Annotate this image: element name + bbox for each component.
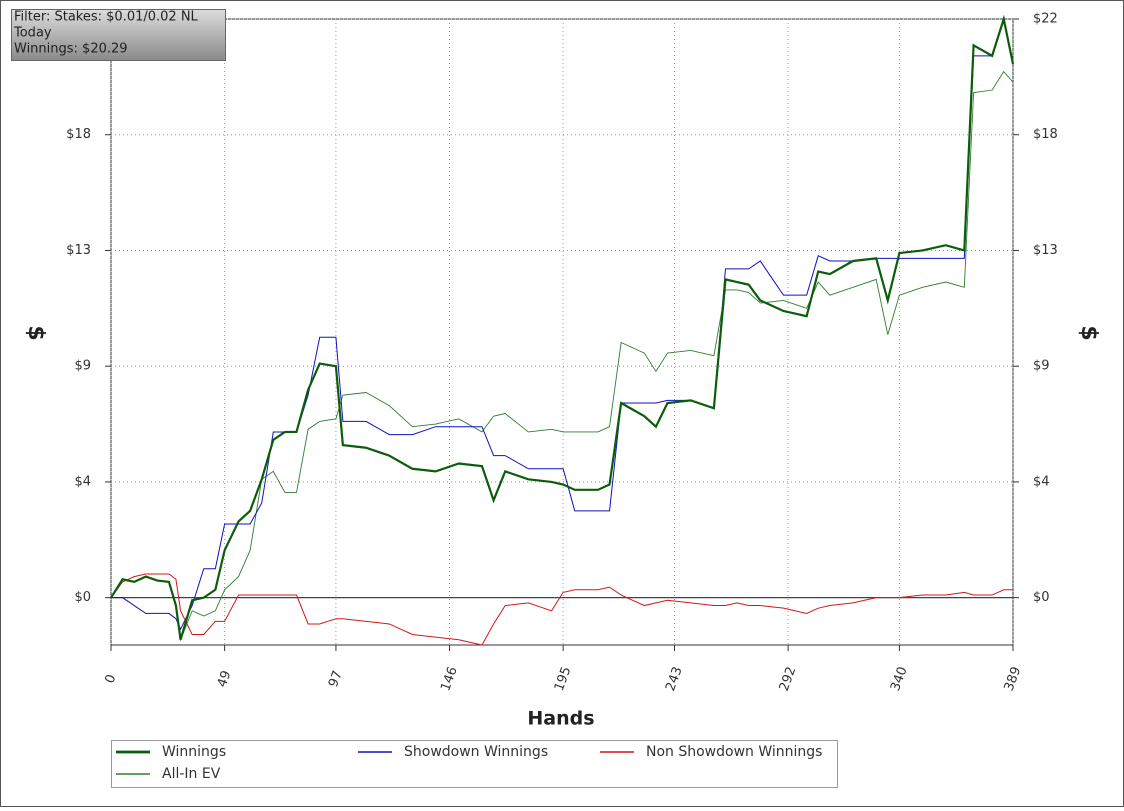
legend-label: All-In EV <box>162 766 221 782</box>
series-line <box>110 573 1013 646</box>
legend-label: Showdown Winnings <box>404 744 548 760</box>
y-axis-title: $ <box>23 325 48 340</box>
legend-label: Non Showdown Winnings <box>646 744 822 760</box>
filter-text: Today <box>13 26 52 41</box>
y2-tick-label: $9 <box>1033 359 1050 374</box>
y-tick-label: $9 <box>74 359 91 374</box>
y2-axis-title: $ <box>1076 325 1101 340</box>
series-line <box>110 14 1015 641</box>
legend-label: Winnings <box>162 744 226 760</box>
y2-tick-label: $0 <box>1033 590 1050 605</box>
x-tick-label: 49 <box>215 669 235 690</box>
filter-text: Filter: Stakes: $0.01/0.02 NL <box>14 10 199 25</box>
filter-text: Winnings: $20.29 <box>14 42 128 57</box>
plot-area <box>110 18 1014 646</box>
filter-box <box>11 9 226 61</box>
y2-tick-label: $18 <box>1033 127 1058 142</box>
y-tick-label: $18 <box>66 127 91 142</box>
x-axis-title: Hands <box>527 708 594 730</box>
y2-tick-label: $13 <box>1033 243 1058 258</box>
series-line <box>110 70 1014 642</box>
y-tick-label: $4 <box>74 474 91 489</box>
y2-tick-label: $4 <box>1033 474 1050 489</box>
y2-tick-label: $22 <box>1033 12 1058 27</box>
legend-box <box>111 740 838 788</box>
y-tick-label: $0 <box>74 590 91 605</box>
y-tick-label: $13 <box>66 243 91 258</box>
x-tick-label: 97 <box>326 669 346 690</box>
